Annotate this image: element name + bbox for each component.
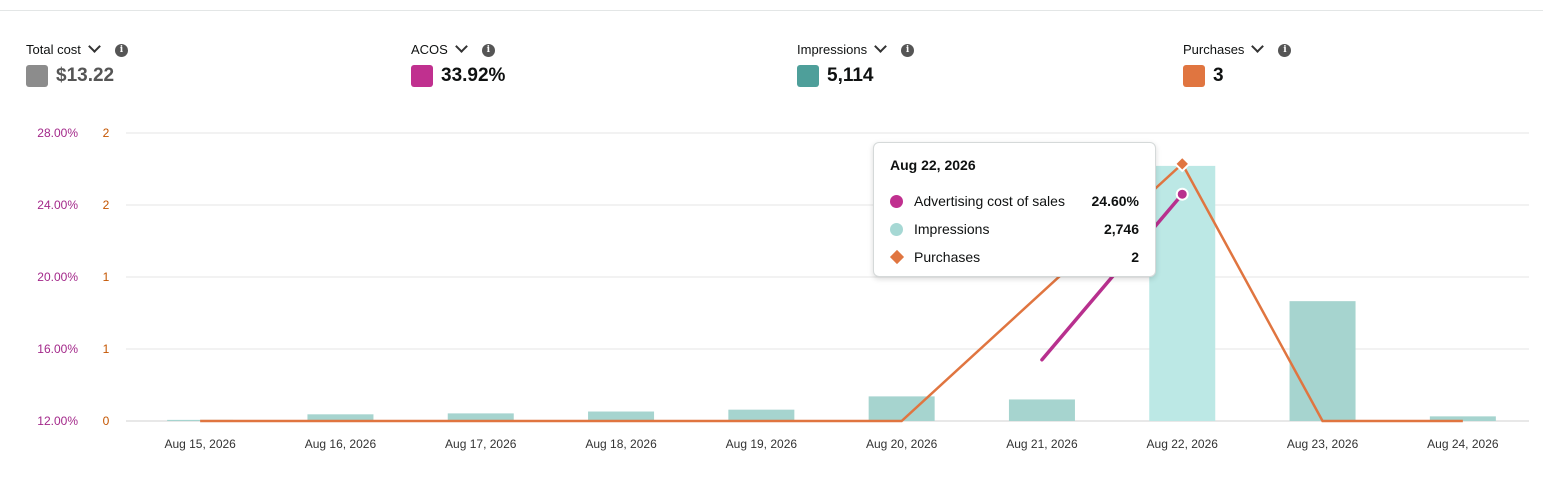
color-swatch[interactable] [26,65,48,87]
x-axis-tick-label: Aug 21, 2026 [1006,437,1078,451]
metric-label: ACOS [411,41,448,57]
metric-selector[interactable]: Total cost i [26,40,128,58]
x-axis-tick-label: Aug 17, 2026 [445,437,517,451]
right-axis-tick-label: 2 [103,126,110,140]
x-axis-tick-label: Aug 18, 2026 [585,437,657,451]
impressions-bar[interactable] [1008,399,1075,421]
tooltip-series-name: Advertising cost of sales [914,193,1065,209]
x-axis-tick-label: Aug 15, 2026 [164,437,236,451]
impressions-bar[interactable] [1429,416,1496,421]
color-swatch[interactable] [797,65,819,87]
chart-tooltip: Aug 22, 2026 Advertising cost of sales 2… [873,142,1156,277]
purchases-point[interactable] [1173,155,1191,173]
left-axis-tick-label: 24.00% [37,198,78,212]
x-axis-tick-label: Aug 23, 2026 [1287,437,1359,451]
x-axis-tick-label: Aug 20, 2026 [866,437,938,451]
acos-line[interactable] [1040,192,1184,362]
metric-acos: ACOS i 33.92% [411,40,505,87]
metric-selector[interactable]: ACOS i [411,40,505,58]
x-axis-tick-label: Aug 24, 2026 [1427,437,1499,451]
info-icon[interactable]: i [481,43,495,57]
metric-selector[interactable]: Purchases i [1183,40,1292,58]
purchases-diamond-icon [889,249,905,265]
metric-selector[interactable]: Impressions i [797,40,915,58]
acos-dot-icon [890,194,903,208]
info-icon[interactable]: i [114,43,128,57]
impressions-bar[interactable] [728,409,795,421]
left-axis-tick-label: 12.00% [37,414,78,428]
metric-purchases: Purchases i 3 [1183,40,1292,87]
x-axis-tick-label: Aug 19, 2026 [726,437,798,451]
info-icon[interactable]: i [1278,43,1292,57]
tooltip-row: Purchases 2 [889,243,1139,271]
tooltip-series-name: Impressions [914,221,990,237]
impressions-bar[interactable] [1289,301,1356,421]
tooltip-date: Aug 22, 2026 [890,157,976,173]
metric-impressions: Impressions i 5,114 [797,40,915,87]
color-swatch[interactable] [1183,65,1205,87]
metric-total-cost: Total cost i $13.22 [26,40,128,87]
tooltip-series-value: 2,746 [1103,221,1139,237]
left-axis-tick-label: 20.00% [37,270,78,284]
x-axis-tick-label: Aug 22, 2026 [1147,437,1219,451]
tooltip-row: Advertising cost of sales 24.60% [890,187,1139,215]
left-axis-tick-label: 28.00% [37,126,78,140]
right-axis-tick-label: 2 [103,198,110,212]
metric-label: Total cost [26,41,81,57]
impressions-dot-icon [890,222,903,236]
metric-label: Purchases [1183,41,1245,57]
metric-label: Impressions [797,41,868,57]
metric-value: 5,114 [827,65,874,86]
top-divider [0,10,1543,11]
tooltip-series-name: Purchases [914,249,981,265]
metric-value: 33.92% [441,65,506,86]
tooltip-row: Impressions 2,746 [890,215,1139,243]
left-axis-tick-label: 16.00% [37,342,78,356]
metric-value: $13.22 [56,65,115,86]
tooltip-series-value: 24.60% [1091,193,1139,209]
purchases-line[interactable] [200,161,1463,423]
tooltip-series-value: 2 [1131,249,1139,265]
info-icon[interactable]: i [901,43,915,57]
right-axis-tick-label: 1 [103,342,110,356]
impressions-bar[interactable] [307,414,374,421]
metric-value: 3 [1213,65,1224,86]
acos-point[interactable] [1175,187,1189,201]
color-swatch[interactable] [411,65,433,87]
impressions-bar[interactable] [588,411,655,421]
x-axis-tick-label: Aug 16, 2026 [305,437,377,451]
right-axis-tick-label: 0 [103,414,110,428]
right-axis-tick-label: 1 [103,270,110,284]
impressions-bar[interactable] [447,413,514,421]
impressions-bar[interactable] [1149,165,1216,421]
